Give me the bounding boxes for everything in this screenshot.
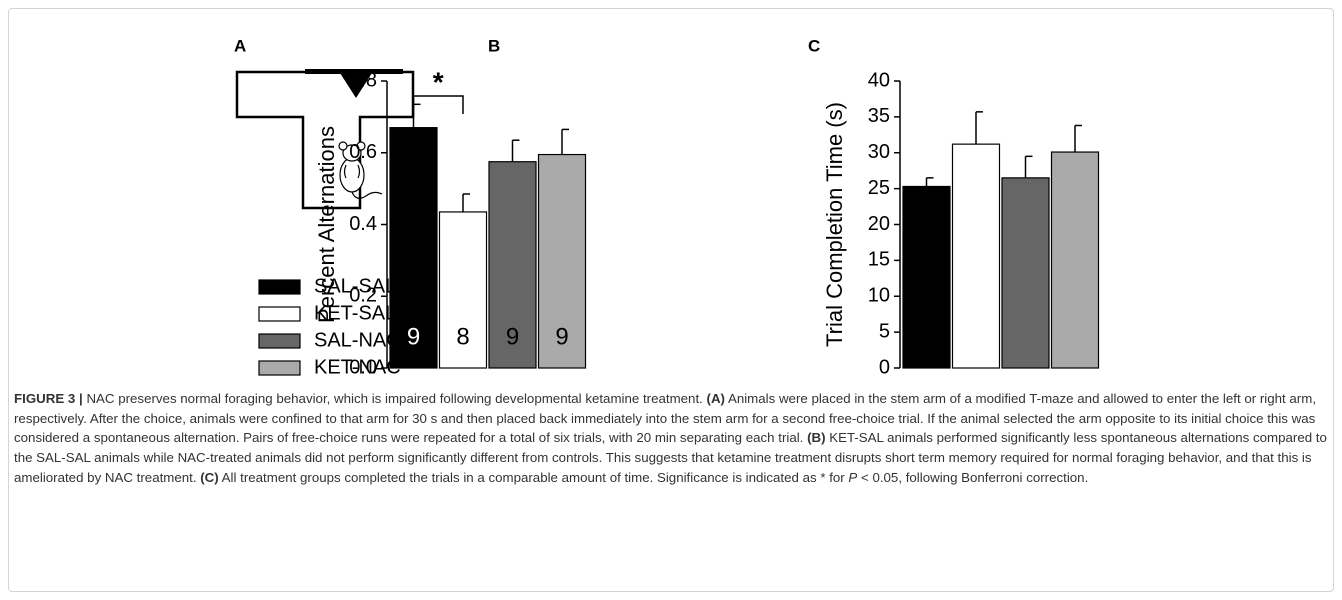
t-maze [235, 69, 415, 210]
bar [1001, 177, 1050, 369]
y-tick-label: 5 [879, 320, 890, 342]
significance-label: * [433, 66, 444, 97]
legend-swatch [258, 306, 301, 322]
caption-run: (B) [807, 430, 826, 446]
caption-run: KET-SAL animals performed significantly … [14, 430, 1327, 485]
caption-run: NAC preserves normal foraging behavior, … [82, 391, 707, 406]
legend-swatch [258, 360, 301, 376]
caption-run: FIGURE 3 | [14, 391, 83, 406]
bar [537, 153, 587, 369]
bar [389, 127, 438, 369]
legend-swatch [258, 333, 301, 349]
n-label: 9 [506, 323, 519, 350]
caption-run: < 0.05, following Bonferroni correction. [857, 469, 1089, 485]
y-axis-label: Percent Alternations [314, 126, 339, 323]
bar [1050, 151, 1100, 369]
y-tick-label: 0.4 [349, 213, 377, 235]
figure: A B C SAL-SAL KET-SAL SAL-NAC KET-NAC Percen… [234, 36, 1100, 378]
panel-label: C [808, 36, 820, 55]
y-axis-label: Trial Completion Time (s) [822, 102, 847, 347]
bar [488, 161, 537, 369]
y-tick-label: 20 [868, 213, 890, 235]
caption-run: Animals were placed in the stem arm of a… [14, 391, 1317, 446]
legend-label: SAL-NAC [314, 329, 401, 351]
bar [902, 185, 951, 369]
caption-run: P [848, 469, 858, 485]
caption-run: (A) [706, 391, 725, 406]
legend-label: KET-SAL [314, 302, 396, 324]
n-label: 8 [456, 323, 469, 350]
y-tick-label: 15 [868, 249, 890, 271]
significance-bracket [412, 95, 464, 114]
legend-swatch [258, 279, 301, 295]
y-tick-label: 0.8 [349, 69, 377, 91]
caption-run: (C) [200, 469, 219, 485]
y-tick-label: 25 [868, 177, 890, 199]
caption-run: All treatment groups completed the trial… [218, 469, 849, 485]
y-tick-label: 0.0 [349, 356, 377, 378]
y-tick-label: 40 [868, 69, 890, 91]
y-tick-label: 0 [879, 356, 890, 378]
y-tick-label: 30 [868, 141, 890, 163]
y-tick-label: 35 [868, 105, 890, 127]
n-label: 9 [407, 323, 420, 350]
bar [438, 211, 488, 369]
bar [951, 143, 1001, 369]
panel-label: B [488, 36, 500, 55]
n-label: 9 [555, 323, 568, 350]
y-tick-label: 0.6 [349, 141, 377, 163]
caption: FIGURE 3 | NAC preserves normal foraging… [14, 389, 1332, 488]
figure-frame [8, 8, 1334, 592]
y-tick-label: 0.2 [349, 285, 377, 307]
panel-label: A [234, 36, 246, 55]
y-tick-label: 10 [868, 285, 890, 307]
legend-label: SAL-SAL [314, 275, 396, 297]
legend-label: KET-NAC [314, 356, 401, 378]
